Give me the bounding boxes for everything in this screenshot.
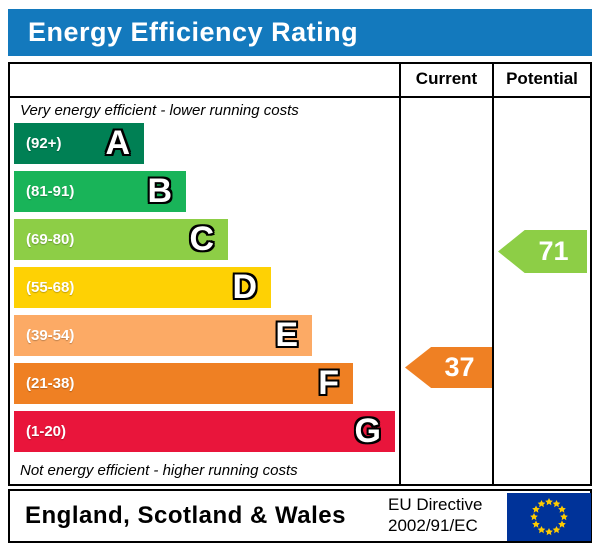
band-e: (39-54) E [14,315,312,356]
band-e-letter: E [275,316,298,354]
band-c-letter: C [189,220,214,258]
potential-column-header: Potential [506,69,578,88]
band-f-letter: F [318,364,339,402]
band-d-letter: D [232,268,257,306]
current-column-divider [399,62,401,486]
band-a-range: (92+) [26,135,62,152]
band-b-range: (81-91) [26,183,75,200]
band-f-range: (21-38) [26,375,75,392]
band-d: (55-68) D [14,267,271,308]
title-bar: Energy Efficiency Rating [8,9,592,56]
band-g-range: (1-20) [26,423,67,440]
band-d-range: (55-68) [26,279,75,296]
footer-frame [8,489,592,543]
band-c: (69-80) C [14,219,228,260]
band-b-letter: B [147,172,172,210]
page-title: Energy Efficiency Rating [28,17,359,47]
region-label: England, Scotland & Wales [25,502,346,529]
band-b: (81-91) B [14,171,186,212]
eu-directive-label: EU Directive 2002/91/EC [388,494,482,536]
band-f: (21-38) F [14,363,353,404]
eu-directive-line1: EU Directive [388,495,483,514]
band-c-range: (69-80) [26,231,75,248]
potential-column-divider [492,62,494,486]
band-e-range: (39-54) [26,327,75,344]
eu-directive-line2: 2002/91/EC [388,516,478,535]
current-column-header: Current [415,69,478,88]
eu-flag-icon [507,493,591,541]
bottom-note: Not energy efficient - higher running co… [20,462,298,479]
band-a-letter: A [105,124,130,162]
band-g: (1-20) G [14,411,395,452]
band-g-letter: G [354,412,381,450]
band-a: (92+) A [14,123,144,164]
header-divider [8,96,592,98]
top-note: Very energy efficient - lower running co… [20,102,299,119]
